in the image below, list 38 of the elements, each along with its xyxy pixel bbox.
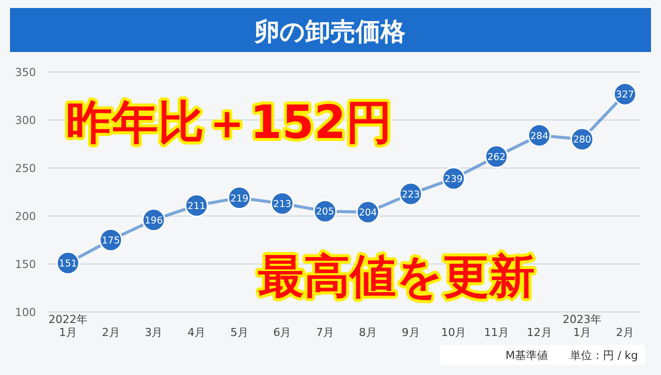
x-tick-label: 5月 (230, 326, 248, 339)
data-label: 213 (273, 199, 292, 210)
y-tick-label: 200 (15, 210, 36, 223)
x-tick-label: 2023年 1月 (562, 313, 602, 339)
data-label: 196 (144, 215, 163, 226)
data-label: 205 (316, 206, 334, 218)
x-tick-label: 10月 (441, 326, 466, 339)
data-label: 284 (530, 130, 548, 142)
data-label: 211 (187, 200, 206, 212)
data-label: 239 (444, 174, 463, 186)
data-label: 151 (58, 258, 78, 270)
annotation: 昨年比＋152円 (66, 95, 392, 149)
y-tick-label: 300 (15, 114, 36, 127)
y-tick-label: 350 (15, 66, 36, 79)
annotation: 最高値を更新 (258, 249, 535, 303)
x-tick-label: 2月 (616, 326, 634, 339)
y-tick-label: 150 (15, 258, 36, 271)
x-tick-label: 9月 (402, 326, 420, 339)
data-label: 223 (402, 189, 420, 200)
data-label: 280 (573, 134, 592, 146)
x-tick-label: 4月 (188, 326, 206, 339)
x-tick-label: 12月 (526, 326, 552, 339)
x-tick-label: 3月 (144, 326, 163, 339)
data-label: 327 (616, 90, 634, 101)
x-tick-label: 2月 (102, 326, 120, 339)
text: M基準値 単位：円 / kg (505, 349, 638, 362)
x-tick-label: 11月 (484, 326, 509, 339)
chart-title: 卵の卸売価格 (254, 17, 406, 46)
x-tick-label: 7月 (316, 326, 334, 339)
data-label: 219 (230, 193, 248, 204)
x-tick-label: 6月 (273, 326, 292, 339)
data-label: 175 (102, 236, 120, 246)
x-tick-label: 2022年 1月 (48, 313, 88, 339)
data-label: 262 (487, 152, 506, 163)
data-label: 204 (358, 208, 377, 219)
x-tick-label: 8月 (358, 326, 377, 339)
y-tick-label: 100 (15, 306, 36, 319)
y-tick-label: 250 (15, 162, 36, 175)
